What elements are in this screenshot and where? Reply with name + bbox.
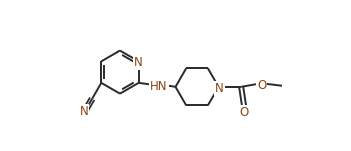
Text: HN: HN bbox=[150, 80, 168, 93]
Text: O: O bbox=[240, 106, 249, 119]
Text: N: N bbox=[215, 82, 224, 95]
Text: O: O bbox=[257, 79, 266, 92]
Text: N: N bbox=[134, 56, 143, 69]
Text: N: N bbox=[80, 105, 88, 118]
